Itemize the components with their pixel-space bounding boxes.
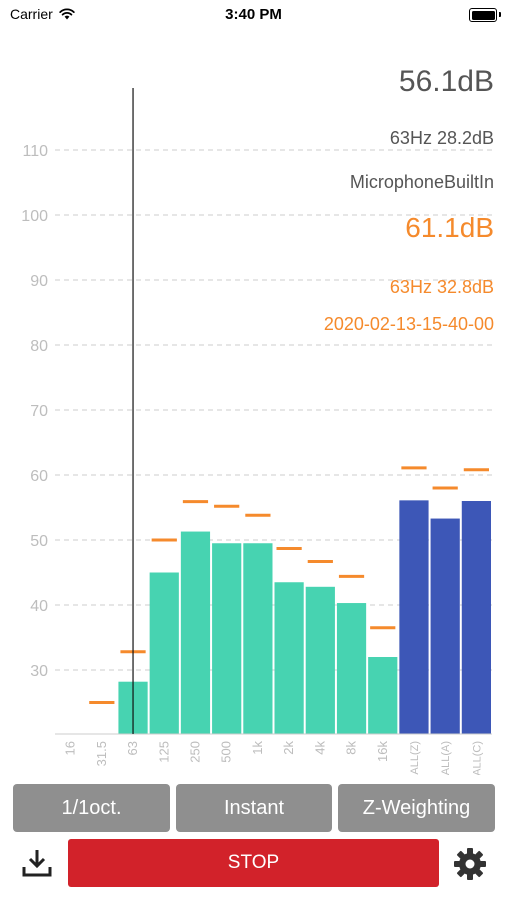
bar-4k (305, 586, 335, 734)
x-tick-label-16k: 16k (375, 741, 390, 762)
y-tick-label-110: 110 (22, 143, 48, 160)
y-tick-label-80: 80 (30, 338, 48, 355)
bar-ALL(Z) (399, 500, 429, 734)
download-icon[interactable] (20, 846, 54, 880)
status-bar: Carrier 3:40 PM (0, 0, 507, 30)
x-tick-label-63: 63 (125, 741, 140, 755)
x-tick-label-16: 16 (63, 741, 78, 755)
battery-icon (469, 8, 501, 22)
bar-250 (180, 531, 211, 734)
peak-band-level: 63Hz 28.2dB (389, 128, 494, 148)
bottom-bar: STOP (0, 838, 507, 890)
bar-1k (243, 543, 273, 734)
bar-500 (212, 543, 242, 734)
bar-125 (149, 572, 179, 734)
spectrum-chart: 30 40 50 60 70 80 90 100 110 16 31.5 63 125 250 500 1k 2… (21, 88, 492, 775)
gear-icon[interactable] (452, 846, 488, 882)
x-tick-label-250: 250 (187, 741, 202, 763)
max-timestamp: 2020-02-13-15-40-00 (323, 314, 494, 334)
x-tick-label-8k: 8k (344, 741, 359, 755)
x-tick-label-31.5: 31.5 (94, 741, 109, 766)
bar-2k (274, 582, 304, 734)
x-tick-label-500: 500 (219, 741, 234, 763)
stop-button[interactable]: STOP (68, 839, 439, 887)
x-tick-label-ALL(A): ALL(A) (440, 741, 452, 775)
mode-button[interactable]: Instant (176, 784, 332, 832)
bar-ALL(A) (430, 518, 460, 734)
x-tick-label-2k: 2k (281, 741, 296, 755)
y-tick-label-30: 30 (30, 663, 48, 680)
bar-16k (368, 657, 398, 734)
x-tick-label-ALL(C): ALL(C) (471, 741, 483, 775)
x-tick-label-125: 125 (156, 741, 171, 763)
bandwidth-button[interactable]: 1/1oct. (13, 784, 170, 832)
x-tick-label-ALL(Z): ALL(Z) (409, 741, 421, 775)
y-tick-label-40: 40 (30, 598, 48, 615)
wifi-icon (59, 8, 75, 20)
max-peak-band-level: 63Hz 32.8dB (389, 277, 494, 297)
carrier-group: Carrier (10, 6, 75, 22)
y-tick-label-70: 70 (30, 403, 48, 420)
x-tick-label-1k: 1k (250, 741, 265, 755)
max-overall-level: 61.1dB (405, 212, 494, 243)
overall-level: 56.1dB (398, 65, 494, 98)
y-tick-label-100: 100 (21, 208, 48, 225)
y-tick-label-90: 90 (30, 273, 48, 290)
control-bar: 1/1oct. Instant Z-Weighting (0, 784, 507, 834)
bar-ALL(C) (461, 501, 491, 734)
input-source-label: MicrophoneBuiltIn (349, 172, 494, 192)
y-tick-label-60: 60 (30, 468, 48, 485)
bar-8k (336, 603, 367, 734)
x-tick-label-4k: 4k (312, 741, 327, 755)
status-time: 3:40 PM (225, 6, 282, 23)
weighting-button[interactable]: Z-Weighting (338, 784, 495, 832)
y-tick-label-50: 50 (30, 533, 48, 550)
carrier-label: Carrier (10, 6, 53, 22)
